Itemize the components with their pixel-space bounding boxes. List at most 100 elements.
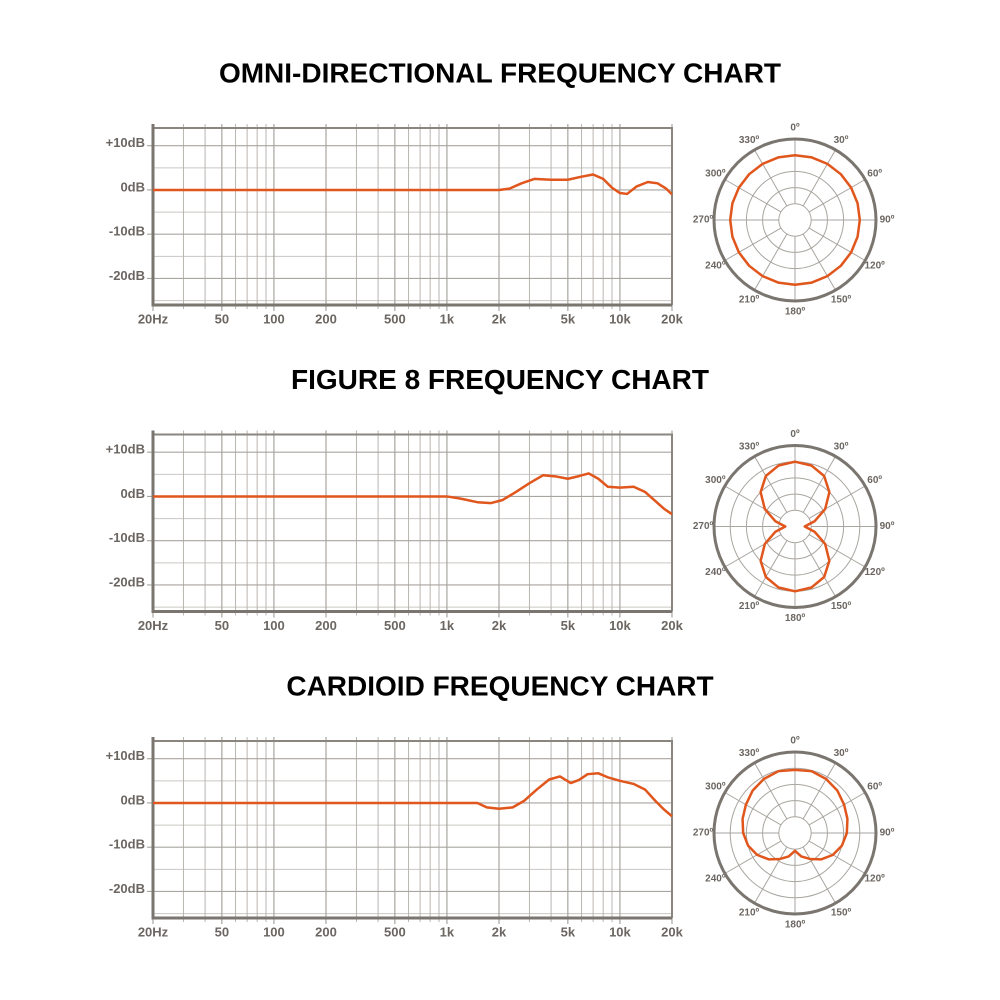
x-tick-label: 2k [492, 618, 507, 633]
x-tick-label: 50 [215, 311, 229, 326]
y-tick-label: +10dB [106, 135, 145, 150]
polar-pattern [759, 460, 831, 593]
x-tick-label: 20Hz [138, 311, 169, 326]
angle-label: 240º [705, 567, 726, 578]
ring [778, 509, 812, 544]
y-tick-label: 0dB [120, 792, 145, 807]
angle-label: 150º [831, 294, 852, 305]
ring [778, 816, 812, 850]
angle-label: 30º [834, 748, 849, 759]
angle-label: 60º [867, 782, 882, 793]
y-tick-label: 0dB [120, 486, 145, 501]
x-tick-label: 2k [492, 924, 507, 939]
axes [151, 430, 672, 613]
x-tick-label: 100 [263, 924, 285, 939]
angle-label: 150º [831, 601, 852, 612]
x-tick-label: 500 [384, 924, 406, 939]
y-tick-label: -10dB [109, 530, 145, 545]
angle-label: 120º [865, 261, 886, 272]
angle-label: 330º [739, 441, 760, 452]
polar-pattern [728, 153, 862, 287]
angle-label: 30º [834, 135, 849, 146]
x-tick-label: 20k [661, 618, 683, 633]
x-tick-label: 500 [384, 618, 406, 633]
outer-ring [712, 137, 878, 303]
outer-ring [712, 750, 878, 916]
angle-label: 180º [785, 307, 806, 318]
angle-label: 300º [705, 475, 726, 486]
chart-title: CARDIOID FREQUENCY CHART [286, 670, 713, 701]
ring [778, 203, 812, 237]
x-tick-label: 200 [315, 618, 337, 633]
x-tick-label: 10k [609, 311, 631, 326]
x-tick-label: 20Hz [138, 924, 169, 939]
angle-label: 60º [867, 169, 882, 180]
y-tick-label: -20dB [109, 881, 145, 896]
angle-label: 330º [739, 135, 760, 146]
x-tick-label: 20k [661, 924, 683, 939]
angle-label: 90º [880, 215, 895, 226]
plot-frame [153, 740, 673, 918]
y-tick-label: -20dB [109, 574, 145, 589]
response-line [153, 472, 673, 516]
x-tick-label: 5k [561, 618, 576, 633]
x-tick-label: 10k [609, 924, 631, 939]
y-tick-label: +10dB [106, 442, 145, 457]
angle-label: 120º [865, 874, 886, 885]
angle-label: 120º [865, 567, 886, 578]
y-tick-label: -20dB [109, 268, 145, 283]
angle-label: 330º [739, 748, 760, 759]
angle-label: 0º [790, 429, 800, 440]
ring [745, 783, 845, 883]
ring [762, 493, 828, 560]
angle-label: 270º [693, 215, 714, 226]
y-tick-label: +10dB [106, 748, 145, 763]
angle-label: 0º [790, 123, 800, 134]
x-tick-label: 50 [215, 618, 229, 633]
response-line [153, 173, 673, 196]
angle-label: 90º [880, 521, 895, 532]
x-tick-label: 10k [609, 618, 631, 633]
y-tick-label: -10dB [109, 837, 145, 852]
ring [762, 800, 828, 866]
response-line [153, 772, 673, 818]
axes [151, 737, 672, 920]
outer-ring [712, 444, 878, 609]
x-tick-label: 20Hz [138, 618, 169, 633]
angle-label: 240º [705, 874, 726, 885]
angle-label: 210º [739, 601, 760, 612]
y-tick-label: 0dB [120, 179, 145, 194]
plot-frame [153, 433, 673, 612]
x-tick-label: 5k [561, 924, 576, 939]
ring [729, 767, 861, 899]
polar-pattern [741, 768, 849, 861]
angle-label: 210º [739, 294, 760, 305]
angle-label: 240º [705, 261, 726, 272]
ring [762, 187, 828, 253]
angle-label: 150º [831, 907, 852, 918]
angle-label: 300º [705, 782, 726, 793]
x-tick-label: 1k [440, 311, 455, 326]
angle-label: 30º [834, 441, 849, 452]
y-tick-label: -10dB [109, 224, 145, 239]
angle-label: 270º [693, 828, 714, 839]
x-tick-label: 50 [215, 924, 229, 939]
x-tick-label: 200 [315, 311, 337, 326]
x-tick-label: 100 [263, 618, 285, 633]
angle-label: 60º [867, 475, 882, 486]
angle-label: 180º [785, 613, 806, 624]
ring [745, 170, 845, 270]
chart-title: FIGURE 8 FREQUENCY CHART [291, 364, 709, 395]
x-tick-label: 1k [440, 618, 455, 633]
x-tick-label: 1k [440, 924, 455, 939]
x-tick-label: 200 [315, 924, 337, 939]
axes [151, 124, 672, 307]
x-tick-label: 20k [661, 311, 683, 326]
angle-label: 0º [790, 736, 800, 747]
plot-frame [153, 127, 673, 305]
angle-label: 300º [705, 169, 726, 180]
angle-label: 210º [739, 907, 760, 918]
chart-title: OMNI-DIRECTIONAL FREQUENCY CHART [219, 57, 781, 88]
x-tick-label: 500 [384, 311, 406, 326]
